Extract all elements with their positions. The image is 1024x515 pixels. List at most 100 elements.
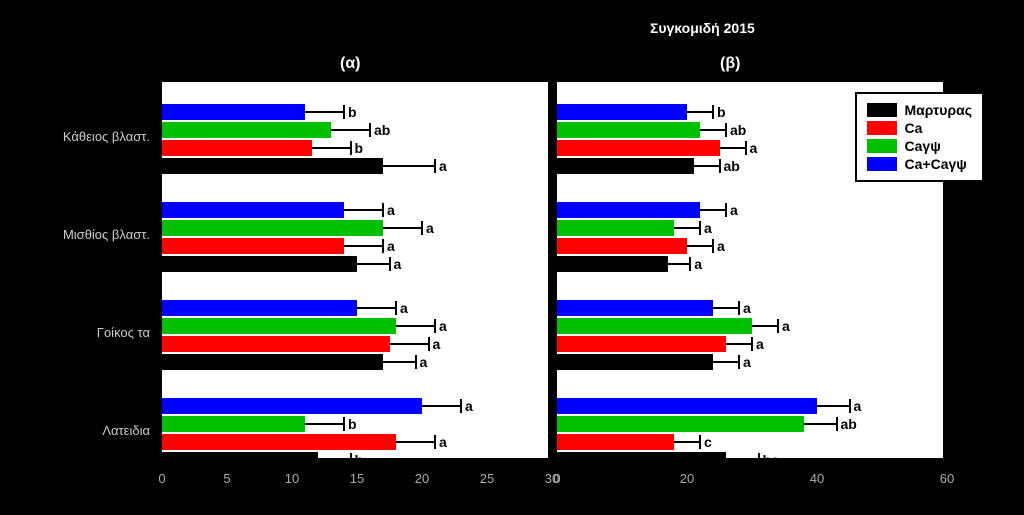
- significance-label: b: [348, 104, 357, 120]
- error-bar: [357, 300, 396, 316]
- significance-label: a: [439, 158, 447, 174]
- chart-panel-left: 051015202530babbaaaaaaaaaabab: [160, 80, 550, 460]
- significance-label: ab: [841, 416, 857, 432]
- y-category-label: Λατειδια: [0, 423, 150, 438]
- error-bar: [357, 256, 390, 272]
- significance-label: ab: [730, 122, 746, 138]
- bar-martyras: [162, 158, 383, 174]
- x-tick-label: 0: [553, 471, 560, 486]
- x-tick-label: 15: [350, 471, 364, 486]
- error-bar: [344, 202, 383, 218]
- legend-label: Caγψ: [905, 138, 941, 154]
- significance-label: c: [704, 434, 712, 450]
- error-bar: [687, 238, 713, 254]
- bar-martyras: [162, 354, 383, 370]
- error-bar: [726, 336, 752, 352]
- bar-cacagps: [162, 202, 344, 218]
- bar-ca: [162, 140, 312, 156]
- significance-label: b: [355, 452, 364, 468]
- x-tick-label: 10: [285, 471, 299, 486]
- bar-ca: [557, 238, 687, 254]
- x-tick-label: 5: [223, 471, 230, 486]
- error-bar: [752, 318, 778, 334]
- error-bar: [422, 398, 461, 414]
- bar-ca: [162, 434, 396, 450]
- bar-cagps: [557, 318, 752, 334]
- left-tag: (α): [340, 55, 361, 73]
- y-tick: [549, 334, 557, 336]
- legend-row: Ca+Caγψ: [867, 156, 972, 172]
- legend-row: Μαρτυρας: [867, 102, 972, 118]
- significance-label: a: [439, 318, 447, 334]
- x-tick-label: 20: [680, 471, 694, 486]
- legend: Μαρτυρας Ca Caγψ Ca+Caγψ: [855, 92, 984, 182]
- bar-ca: [557, 434, 674, 450]
- right-title: Συγκομιδή 2015: [650, 20, 755, 36]
- error-bar: [396, 318, 435, 334]
- error-bar: [396, 434, 435, 450]
- bar-ca: [557, 140, 720, 156]
- legend-swatch: [867, 139, 897, 153]
- x-tick-label: 40: [810, 471, 824, 486]
- right-tag: (β): [720, 55, 740, 73]
- bar-cagps: [557, 220, 674, 236]
- bar-cagps: [557, 416, 804, 432]
- x-tick: [816, 458, 818, 466]
- error-bar: [383, 220, 422, 236]
- y-category-label: Μισθίος βλαστ.: [0, 227, 150, 242]
- significance-label: a: [743, 300, 751, 316]
- bar-cacagps: [557, 398, 817, 414]
- significance-label: a: [439, 434, 447, 450]
- significance-label: a: [465, 398, 473, 414]
- x-tick: [551, 458, 553, 466]
- y-category-label: Γοίκος τα: [0, 325, 150, 340]
- significance-label: a: [743, 354, 751, 370]
- bar-martyras: [557, 354, 713, 370]
- error-bar: [305, 416, 344, 432]
- significance-label: a: [387, 202, 395, 218]
- error-bar: [312, 140, 351, 156]
- error-bar: [383, 354, 416, 370]
- y-tick: [549, 138, 557, 140]
- error-bar: [674, 220, 700, 236]
- bar-cacagps: [557, 104, 687, 120]
- significance-label: ab: [724, 158, 740, 174]
- significance-label: a: [704, 220, 712, 236]
- error-bar: [318, 452, 351, 468]
- significance-label: a: [730, 202, 738, 218]
- bar-cagps: [162, 318, 396, 334]
- significance-label: a: [400, 300, 408, 316]
- bar-martyras: [557, 452, 726, 468]
- bar-cagps: [557, 122, 700, 138]
- x-tick-label: 0: [158, 471, 165, 486]
- error-bar: [668, 256, 691, 272]
- bar-martyras: [162, 452, 318, 468]
- error-bar: [694, 158, 720, 174]
- error-bar: [687, 104, 713, 120]
- y-category-label: Κάθειος βλαστ.: [0, 129, 150, 144]
- error-bar: [344, 238, 383, 254]
- bar-cacagps: [162, 104, 305, 120]
- significance-label: b: [717, 104, 726, 120]
- legend-swatch: [867, 103, 897, 117]
- x-tick: [486, 458, 488, 466]
- significance-label: a: [387, 238, 395, 254]
- significance-label: b: [348, 416, 357, 432]
- error-bar: [700, 202, 726, 218]
- significance-label: a: [420, 354, 428, 370]
- legend-label: Μαρτυρας: [905, 102, 972, 118]
- y-tick: [154, 334, 162, 336]
- error-bar: [383, 158, 435, 174]
- bar-cagps: [162, 416, 305, 432]
- bar-cacagps: [162, 398, 422, 414]
- bar-ca: [162, 238, 344, 254]
- bar-martyras: [162, 256, 357, 272]
- legend-swatch: [867, 121, 897, 135]
- significance-label: a: [426, 220, 434, 236]
- legend-label: Ca: [905, 120, 923, 136]
- error-bar: [390, 336, 429, 352]
- legend-row: Ca: [867, 120, 972, 136]
- x-tick: [421, 458, 423, 466]
- bar-cagps: [162, 122, 331, 138]
- significance-label: a: [717, 238, 725, 254]
